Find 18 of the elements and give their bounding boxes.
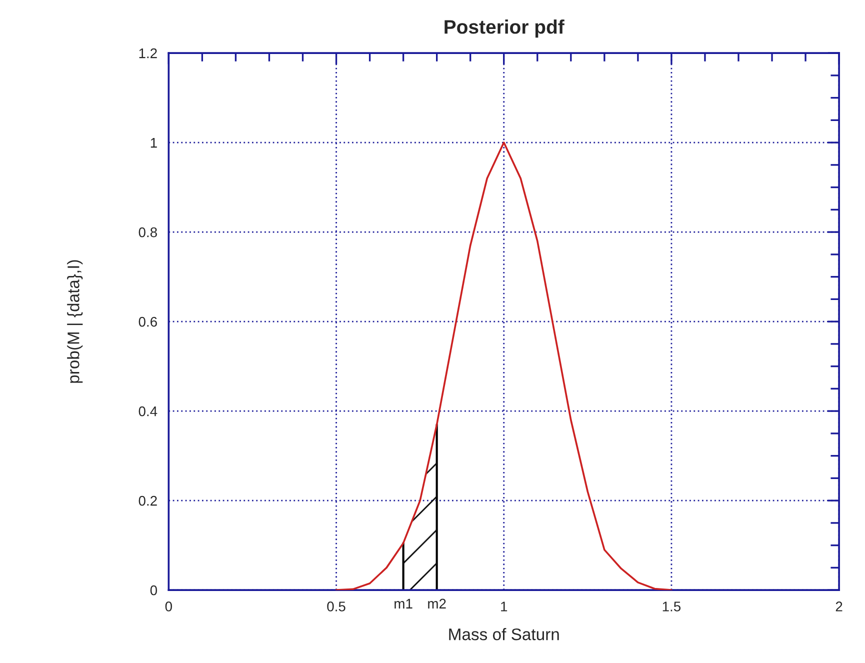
chart-title: Posterior pdf [444,20,564,38]
x-tick-label: 1.5 [662,602,681,612]
y-tick-label: 1 [150,138,157,148]
y-axis-title: prob(M | {data},I) [67,260,83,383]
x-tick-label: 0.5 [327,602,346,612]
line-series [335,142,672,590]
x-tick-label: 1 [501,602,508,612]
y-tick-label: 0.6 [138,316,157,327]
x-tick-label: 0 [165,602,172,612]
ref-line-label: m1 [394,598,412,608]
x-tick-label: 2 [836,602,842,612]
y-tick-label: 1.2 [139,48,157,58]
y-tick-label: 0.4 [138,406,158,416]
y-tick-label: 0 [150,585,158,596]
x-axis-title: Mass of Saturn [449,628,559,640]
y-tick-label: 0.8 [138,227,157,238]
y-tick-label: 0.2 [138,496,157,506]
ref-line-label: m2 [428,598,446,608]
